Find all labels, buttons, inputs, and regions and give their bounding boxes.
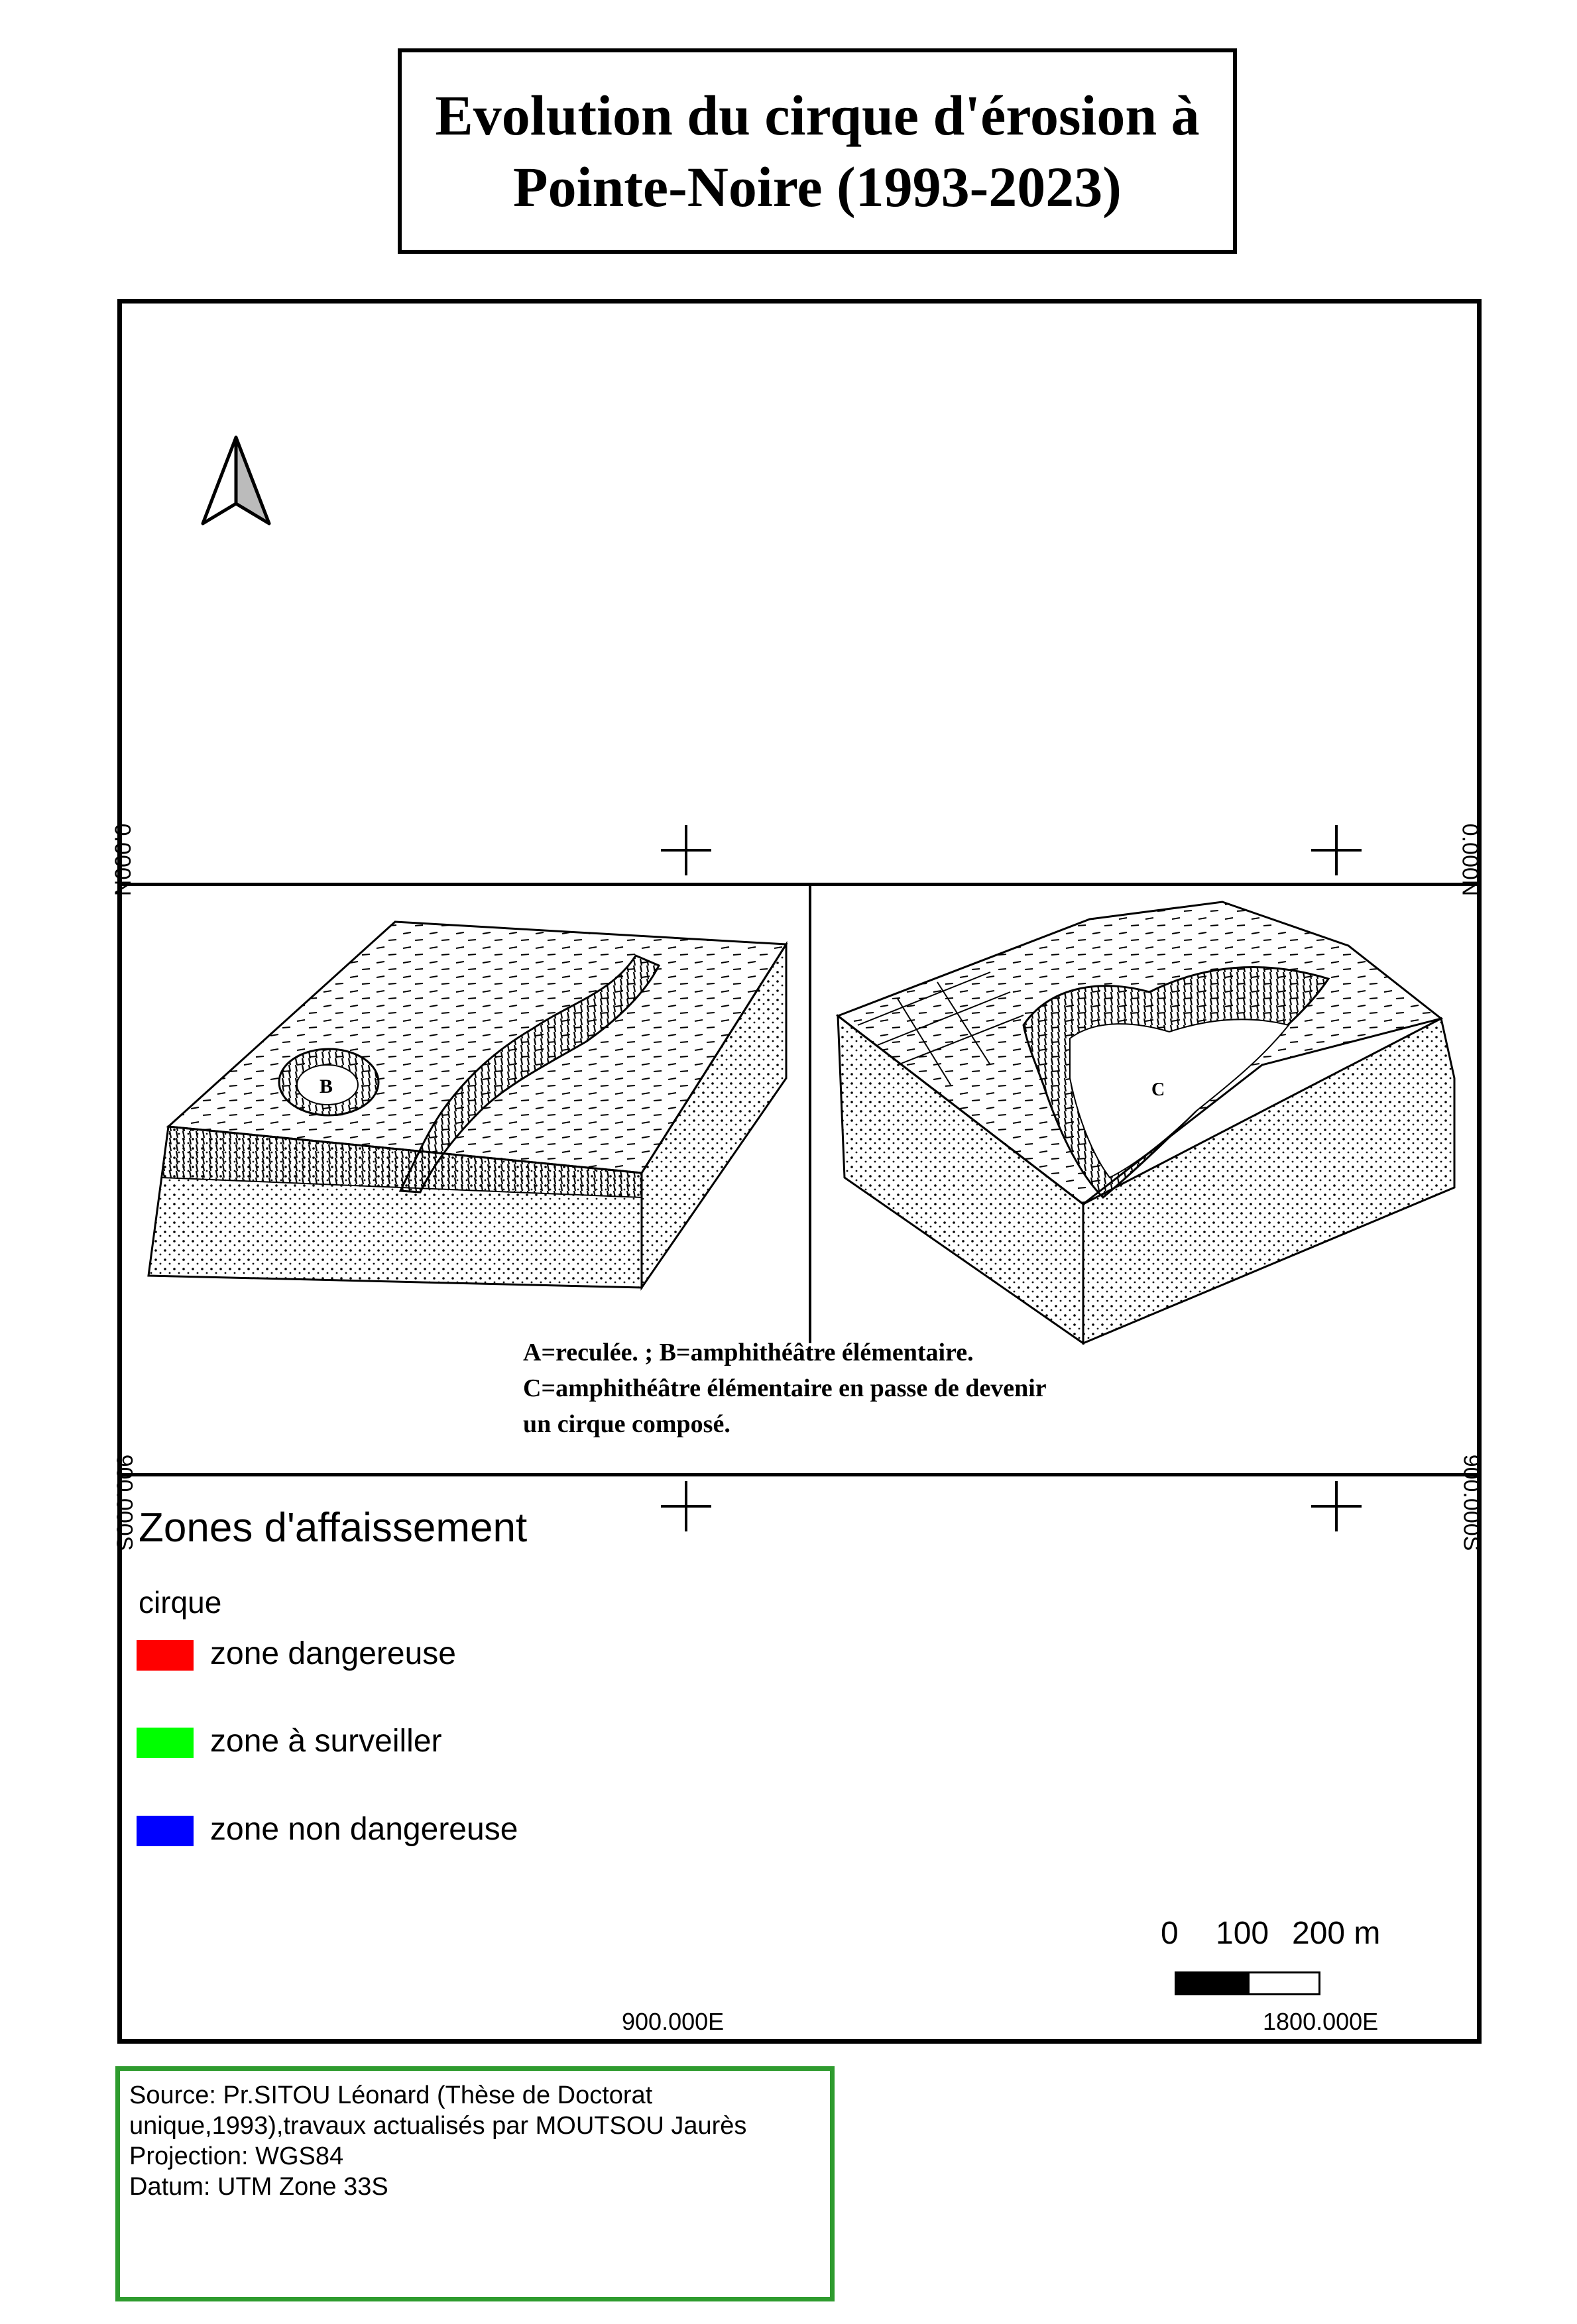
legend-swatch-safe bbox=[137, 1816, 194, 1846]
datum-line: Datum: UTM Zone 33S bbox=[129, 2173, 388, 2201]
legend-label-safe: zone non dangereuse bbox=[210, 1812, 518, 1847]
right-block-diagram: C bbox=[835, 901, 1456, 1345]
caption-line: A=reculée. ; B=amphithéâtre élémentaire. bbox=[523, 1339, 974, 1366]
scalebar-label-0: 0 bbox=[1161, 1916, 1179, 1951]
map-title-box: Evolution du cirque d'érosion à Pointe-N… bbox=[398, 48, 1237, 254]
north-arrow-icon bbox=[201, 435, 271, 526]
block-label-c: C bbox=[1151, 1079, 1165, 1100]
grid-line-bottom bbox=[122, 1473, 1477, 1476]
legend-label-monitor: zone à surveiller bbox=[210, 1724, 442, 1759]
source-box: Source: Pr.SITOU Léonard (Thèse de Docto… bbox=[115, 2066, 835, 2301]
legend-swatch-dangerous bbox=[137, 1640, 194, 1671]
grid-cross bbox=[1311, 1481, 1362, 1531]
block-diagram-figure: B C A bbox=[135, 886, 1468, 1473]
source-line: unique,1993),travaux actualisés par MOUT… bbox=[129, 2112, 747, 2140]
scalebar-segment-black bbox=[1175, 1971, 1248, 1995]
map-frame: 0.000N 0.000N 900.000S 900.000S bbox=[109, 299, 1484, 2044]
grid-label-bottom-1800e: 1800.000E bbox=[1263, 2008, 1379, 2035]
map-title: Evolution du cirque d'érosion à Pointe-N… bbox=[435, 83, 1200, 219]
scalebar-label-100: 100 bbox=[1216, 1916, 1269, 1951]
grid-line-top bbox=[122, 883, 1477, 886]
legend-group-label: cirque bbox=[139, 1585, 222, 1620]
caption-line: C=amphithéâtre élémentaire en passe de d… bbox=[523, 1374, 1047, 1402]
grid-cross bbox=[661, 825, 711, 875]
legend-label-dangerous: zone dangereuse bbox=[210, 1636, 456, 1671]
grid-cross bbox=[1311, 825, 1362, 875]
grid-label-bottom-900e: 900.000E bbox=[622, 2008, 725, 2035]
legend-swatch-monitor bbox=[137, 1728, 194, 1758]
scalebar-segment-white bbox=[1248, 1971, 1320, 1995]
projection-line: Projection: WGS84 bbox=[129, 2142, 344, 2170]
grid-label-right-top: 0.000N bbox=[1457, 823, 1483, 897]
grid-cross bbox=[661, 1481, 711, 1531]
grid-label-left-bottom: 900.000S bbox=[111, 1454, 137, 1551]
block-label-b: B bbox=[320, 1076, 333, 1097]
figure-caption: A=reculée. ; B=amphithéâtre élémentaire.… bbox=[523, 1339, 1047, 1438]
legend-title: Zones d'affaissement bbox=[139, 1505, 528, 1551]
source-line: Source: Pr.SITOU Léonard (Thèse de Docto… bbox=[129, 2081, 653, 2109]
scalebar-label-200: 200 m bbox=[1292, 1916, 1381, 1951]
left-block-diagram: B bbox=[147, 920, 788, 1291]
caption-line: un cirque composé. bbox=[523, 1410, 730, 1438]
grid-label-left-top: 0.000N bbox=[109, 823, 135, 897]
